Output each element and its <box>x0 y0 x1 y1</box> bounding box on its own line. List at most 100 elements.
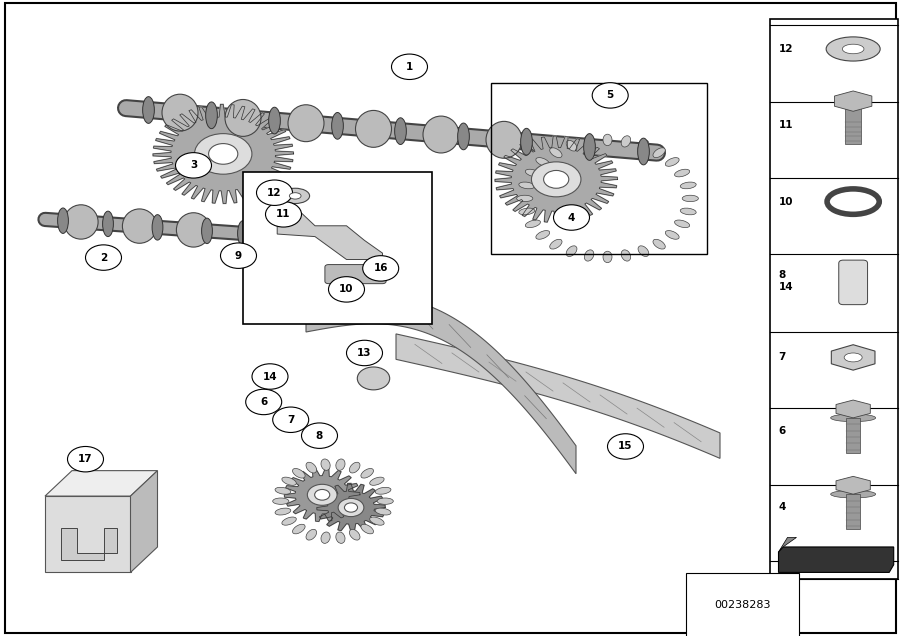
Ellipse shape <box>844 353 862 362</box>
Ellipse shape <box>292 469 305 478</box>
Circle shape <box>68 446 104 472</box>
Ellipse shape <box>281 188 310 204</box>
FancyBboxPatch shape <box>325 265 386 284</box>
Ellipse shape <box>536 158 550 166</box>
Circle shape <box>363 256 399 281</box>
Ellipse shape <box>394 118 407 144</box>
Ellipse shape <box>665 231 680 239</box>
Circle shape <box>544 170 569 188</box>
Ellipse shape <box>275 487 291 494</box>
Ellipse shape <box>103 211 113 237</box>
Ellipse shape <box>349 529 360 540</box>
Ellipse shape <box>526 220 541 228</box>
Ellipse shape <box>225 99 261 136</box>
Ellipse shape <box>550 239 562 249</box>
Ellipse shape <box>282 477 296 485</box>
Ellipse shape <box>621 135 631 147</box>
Ellipse shape <box>826 37 880 61</box>
Ellipse shape <box>583 134 596 160</box>
Ellipse shape <box>518 208 535 215</box>
Ellipse shape <box>336 532 345 543</box>
Circle shape <box>252 364 288 389</box>
Circle shape <box>346 340 382 366</box>
Ellipse shape <box>682 195 698 202</box>
Text: 1: 1 <box>406 62 413 72</box>
Polygon shape <box>495 136 617 223</box>
Text: 10: 10 <box>339 284 354 294</box>
Ellipse shape <box>638 245 649 256</box>
Polygon shape <box>836 476 870 494</box>
Polygon shape <box>836 400 870 418</box>
Ellipse shape <box>58 208 68 233</box>
Circle shape <box>307 485 337 505</box>
Circle shape <box>246 389 282 415</box>
Bar <box>846 418 860 453</box>
Text: 12: 12 <box>778 44 793 54</box>
Ellipse shape <box>486 121 522 158</box>
Ellipse shape <box>288 105 324 142</box>
Ellipse shape <box>566 245 577 256</box>
Circle shape <box>328 277 364 302</box>
Circle shape <box>315 490 329 500</box>
Text: 6: 6 <box>260 397 267 407</box>
Ellipse shape <box>152 214 163 240</box>
Ellipse shape <box>122 209 157 243</box>
Ellipse shape <box>603 251 612 263</box>
Ellipse shape <box>356 111 392 148</box>
Text: 3: 3 <box>190 160 197 170</box>
Polygon shape <box>277 213 382 259</box>
FancyBboxPatch shape <box>839 260 868 305</box>
Ellipse shape <box>674 220 689 228</box>
Ellipse shape <box>202 218 212 244</box>
Text: 9: 9 <box>235 251 242 261</box>
Circle shape <box>592 83 628 108</box>
Ellipse shape <box>238 221 248 246</box>
Ellipse shape <box>517 195 533 202</box>
Ellipse shape <box>268 107 281 134</box>
Ellipse shape <box>361 524 374 534</box>
Circle shape <box>338 499 364 516</box>
Ellipse shape <box>653 148 665 158</box>
Polygon shape <box>396 334 720 459</box>
Ellipse shape <box>584 135 594 147</box>
Text: 5: 5 <box>607 90 614 100</box>
Ellipse shape <box>638 141 649 151</box>
Ellipse shape <box>518 182 535 189</box>
Ellipse shape <box>536 231 550 239</box>
Ellipse shape <box>273 498 289 504</box>
Ellipse shape <box>64 205 98 239</box>
Ellipse shape <box>331 113 344 139</box>
Ellipse shape <box>603 134 612 146</box>
Text: 11: 11 <box>276 209 291 219</box>
Ellipse shape <box>282 517 296 525</box>
Text: 16: 16 <box>374 263 388 273</box>
Ellipse shape <box>584 250 594 261</box>
Text: 8: 8 <box>316 431 323 441</box>
Bar <box>491 83 706 254</box>
Ellipse shape <box>831 490 876 498</box>
Polygon shape <box>306 296 576 474</box>
Ellipse shape <box>370 477 384 485</box>
Ellipse shape <box>680 182 697 189</box>
Ellipse shape <box>665 158 680 166</box>
Text: 6: 6 <box>778 425 786 436</box>
Circle shape <box>220 243 256 268</box>
Ellipse shape <box>674 169 689 177</box>
Ellipse shape <box>423 116 459 153</box>
Ellipse shape <box>550 148 562 158</box>
Polygon shape <box>153 104 293 204</box>
Ellipse shape <box>292 524 305 534</box>
Circle shape <box>357 367 390 390</box>
Ellipse shape <box>457 123 470 149</box>
Ellipse shape <box>306 462 317 473</box>
Text: 7: 7 <box>778 352 786 363</box>
Ellipse shape <box>842 44 864 53</box>
Ellipse shape <box>162 94 198 131</box>
Ellipse shape <box>306 529 317 540</box>
Ellipse shape <box>361 469 374 478</box>
Ellipse shape <box>375 508 391 515</box>
Polygon shape <box>61 528 117 560</box>
Text: 11: 11 <box>778 120 793 130</box>
Ellipse shape <box>621 250 631 261</box>
Ellipse shape <box>653 239 665 249</box>
